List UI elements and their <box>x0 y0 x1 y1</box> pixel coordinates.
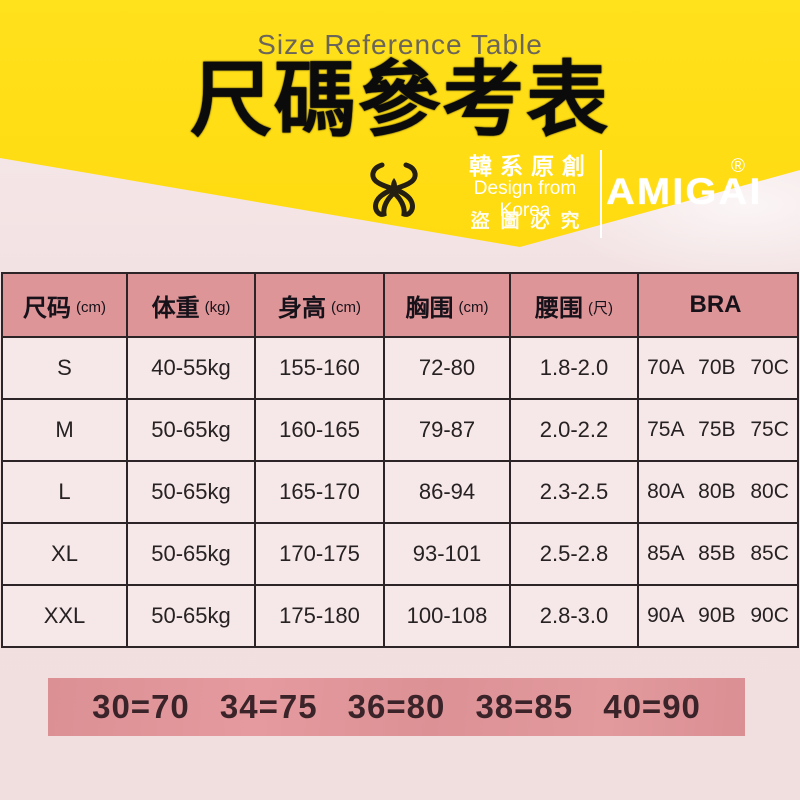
cell-weight: 50-65kg <box>128 400 256 462</box>
header-unit: (cm) <box>458 299 489 316</box>
cell-weight: 50-65kg <box>128 586 256 646</box>
header-unit: (尺) <box>588 300 613 317</box>
page-title: 尺碼參考表 <box>189 55 610 146</box>
cell-waist: 1.8-2.0 <box>511 338 639 400</box>
header-label: 腰围 <box>535 294 583 322</box>
registered-trademark-icon: ® <box>731 156 745 177</box>
cell-bust: 72-80 <box>385 338 511 400</box>
cell-size: S <box>3 338 128 400</box>
cell-weight: 50-65kg <box>128 462 256 524</box>
size-reference-table: 尺码 (cm) 体重 (kg) 身高 (cm) 胸围 (cm) 腰围 (尺) B… <box>1 272 799 648</box>
header-unit: (kg) <box>204 299 231 316</box>
header-cell-weight: 体重 (kg) <box>128 274 256 338</box>
header-cell-waist: 腰围 (尺) <box>511 274 639 338</box>
header-label: BRA <box>689 291 742 318</box>
conversion-item: 36=80 <box>347 688 446 725</box>
cell-bust: 93-101 <box>385 524 511 586</box>
cell-weight: 40-55kg <box>128 338 256 400</box>
bust-conversion-bar: 30=70 34=75 36=80 38=85 40=90 <box>48 678 745 736</box>
cell-height: 170-175 <box>256 524 385 586</box>
cell-bra: 80A 80B 80C <box>639 462 797 524</box>
cell-weight: 50-65kg <box>128 524 256 586</box>
cell-waist: 2.8-3.0 <box>511 586 639 646</box>
cell-bra: 75A 75B 75C <box>639 400 797 462</box>
cell-height: 165-170 <box>256 462 385 524</box>
header-label: 体重 <box>151 294 200 322</box>
cell-height: 160-165 <box>256 400 385 462</box>
header-unit: (cm) <box>76 299 106 316</box>
ribbon-monogram-icon <box>370 162 418 217</box>
brand-notice: 盜圖必究 <box>470 211 591 232</box>
header-cell-height: 身高 (cm) <box>256 274 385 338</box>
brand-divider <box>600 150 602 238</box>
cell-size: XXL <box>3 586 128 646</box>
brand-name: AMIGAI <box>606 172 763 213</box>
header-label: 身高 <box>278 294 326 322</box>
conversion-item: 40=90 <box>603 688 701 725</box>
brand-tagline-zh: 韓系原創 <box>469 153 593 179</box>
cell-bust: 100-108 <box>385 586 511 646</box>
cell-waist: 2.3-2.5 <box>511 462 639 524</box>
conversion-item: 34=75 <box>219 688 318 725</box>
cell-height: 175-180 <box>256 586 385 646</box>
cell-bra: 90A 90B 90C <box>639 586 797 646</box>
cell-bust: 79-87 <box>385 400 511 462</box>
cell-size: L <box>3 462 128 524</box>
header-label: 尺码 <box>23 294 71 322</box>
header-unit: (cm) <box>331 299 361 316</box>
cell-height: 155-160 <box>256 338 385 400</box>
cell-waist: 2.5-2.8 <box>511 524 639 586</box>
header-cell-size: 尺码 (cm) <box>3 274 128 338</box>
cell-bra: 70A 70B 70C <box>639 338 797 400</box>
header-cell-bra: BRA <box>639 274 797 338</box>
conversion-item: 30=70 <box>92 688 190 725</box>
conversion-item: 38=85 <box>475 688 574 725</box>
cell-size: XL <box>3 524 128 586</box>
cell-waist: 2.0-2.2 <box>511 400 639 462</box>
header-cell-bust: 胸围 (cm) <box>385 274 511 338</box>
cell-bust: 86-94 <box>385 462 511 524</box>
cell-size: M <box>3 400 128 462</box>
header-label: 胸围 <box>405 294 454 322</box>
cell-bra: 85A 85B 85C <box>639 524 797 586</box>
